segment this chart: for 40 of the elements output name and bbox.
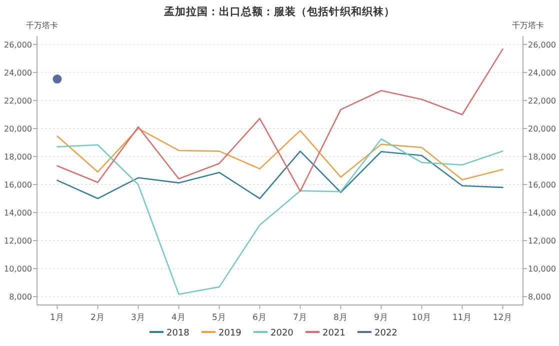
y2-tick-label: 12,000 [528,236,556,246]
y2-tick-label: 16,000 [528,180,556,190]
y2-tick-label: 26,000 [528,40,556,50]
y-tick-label: 18,000 [4,152,32,162]
x-tick-label: 5月 [212,313,226,323]
legend-label: 2019 [218,328,242,338]
legend-label: 2020 [270,328,294,338]
y-tick-label: 16,000 [4,180,32,190]
x-tick-label: 3月 [131,313,146,323]
y2-axis-title: 千万塔卡 [512,21,544,30]
x-tick-label: 10月 [412,313,432,323]
x-tick-label: 12月 [492,313,513,323]
y-tick-label: 22,000 [4,96,32,106]
y-tick-label: 8,000 [9,292,32,302]
x-tick-label: 1月 [50,313,64,323]
legend-label: 2018 [166,328,190,338]
y2-tick-label: 20,000 [528,124,556,134]
x-tick-label: 6月 [252,313,267,323]
y2-tick-label: 18,000 [528,152,556,162]
x-tick-label: 2月 [90,313,105,323]
legend-label: 2021 [322,328,346,338]
y2-tick-label: 8,000 [528,292,551,302]
x-tick-label: 9月 [374,313,388,323]
x-tick-label: 8月 [334,313,348,323]
y-tick-label: 10,000 [4,264,32,274]
y-tick-label: 24,000 [4,68,32,78]
x-tick-label: 7月 [293,313,308,323]
y2-tick-label: 10,000 [528,264,556,274]
x-tick-label: 11月 [452,313,472,323]
y-axis-title: 千万塔卡 [26,21,58,30]
y-tick-label: 20,000 [4,124,32,134]
legend-label: 2022 [374,328,398,338]
y2-tick-label: 24,000 [528,68,556,78]
y2-tick-label: 22,000 [528,96,556,106]
x-tick-label: 4月 [172,313,186,323]
y2-tick-label: 14,000 [528,208,556,218]
y-tick-label: 14,000 [4,208,32,218]
y-tick-label: 12,000 [4,236,32,246]
chart-title: 孟加拉国：出口总额：服装（包括针织和织袜） [163,5,395,18]
y-tick-label: 26,000 [4,40,32,50]
